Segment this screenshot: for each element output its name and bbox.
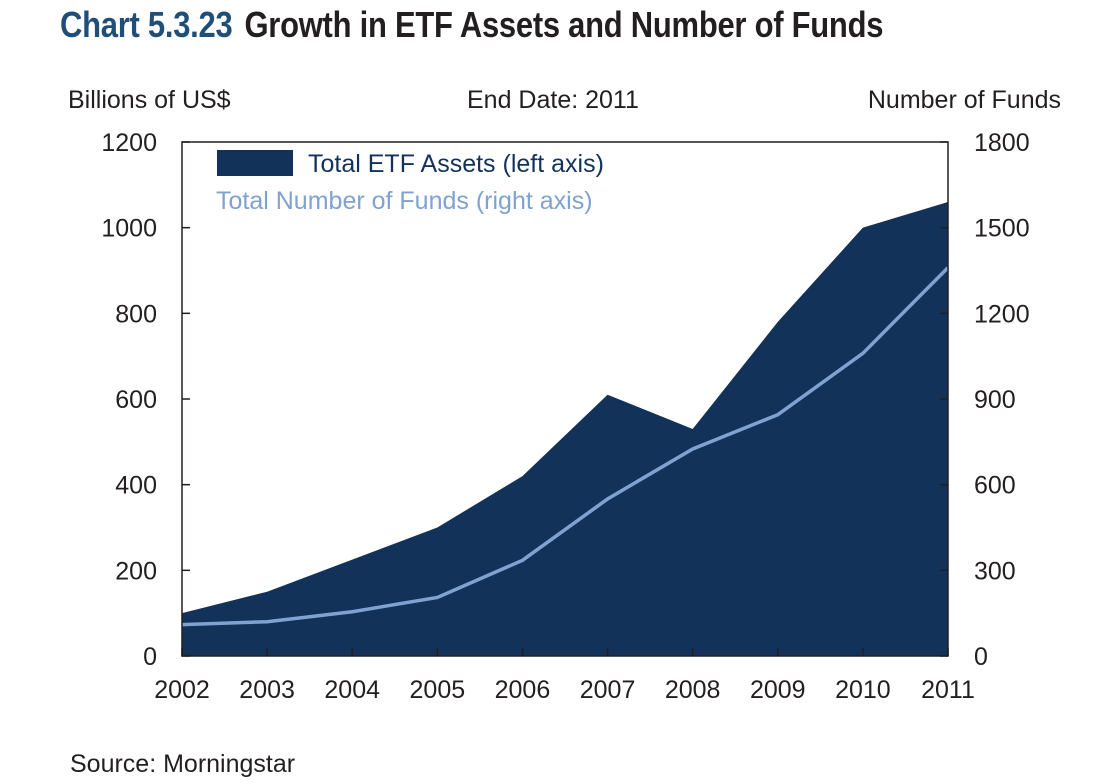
right-tick-label: 1200 bbox=[974, 300, 1030, 328]
right-tick-label: 300 bbox=[974, 557, 1016, 585]
legend: Total ETF Assets (left axis) Total Numbe… bbox=[216, 150, 604, 215]
chart-title-text: Growth in ETF Assets and Number of Funds bbox=[244, 4, 884, 45]
x-tick-label: 2010 bbox=[835, 676, 891, 704]
x-axis-ticks: 2002 2003 2004 2005 2006 2007 2008 2009 2010 2011 bbox=[154, 648, 975, 704]
chart-title: Chart 5.3.23 Growth in ETF Assets and Num… bbox=[60, 4, 883, 46]
right-tick-label: 1800 bbox=[974, 129, 1030, 157]
x-tick-label: 2009 bbox=[750, 676, 806, 704]
x-tick-label: 2003 bbox=[239, 676, 295, 704]
x-tick-label: 2004 bbox=[324, 676, 380, 704]
assets-area bbox=[182, 201, 948, 656]
right-tick-label: 900 bbox=[974, 386, 1016, 414]
right-tick-label: 600 bbox=[974, 472, 1016, 500]
x-tick-label: 2011 bbox=[921, 676, 975, 704]
x-tick-label: 2007 bbox=[580, 676, 636, 704]
funds-line bbox=[181, 266, 950, 627]
right-tick-label: 0 bbox=[974, 643, 988, 671]
source-note: Source: Morningstar bbox=[70, 750, 296, 778]
left-tick-label: 400 bbox=[115, 472, 157, 500]
left-tick-label: 1200 bbox=[101, 129, 157, 157]
x-tick-label: 2006 bbox=[495, 676, 551, 704]
left-tick-label: 0 bbox=[143, 643, 157, 671]
right-axis-title: Number of Funds bbox=[867, 86, 1061, 114]
left-tick-label: 1000 bbox=[101, 215, 157, 243]
left-tick-label: 200 bbox=[115, 557, 157, 585]
x-tick-label: 2002 bbox=[154, 676, 210, 704]
left-axis-title: Billions of US$ bbox=[68, 86, 231, 114]
chart-number: Chart 5.3.23 bbox=[60, 4, 233, 45]
right-tick-label: 1500 bbox=[974, 215, 1030, 243]
legend-swatch-assets bbox=[217, 150, 293, 176]
right-axis-ticks: 0 300 600 900 1200 1500 1800 bbox=[940, 129, 1030, 671]
x-tick-label: 2005 bbox=[410, 676, 466, 704]
left-tick-label: 800 bbox=[115, 300, 157, 328]
end-date-note: End Date: 2011 bbox=[467, 86, 639, 114]
left-axis-ticks: 0 200 400 600 800 1000 1200 bbox=[101, 129, 190, 671]
legend-label-assets: Total ETF Assets (left axis) bbox=[308, 150, 604, 178]
x-tick-label: 2008 bbox=[665, 676, 721, 704]
legend-label-funds: Total Number of Funds (right axis) bbox=[216, 187, 593, 215]
left-tick-label: 600 bbox=[115, 386, 157, 414]
